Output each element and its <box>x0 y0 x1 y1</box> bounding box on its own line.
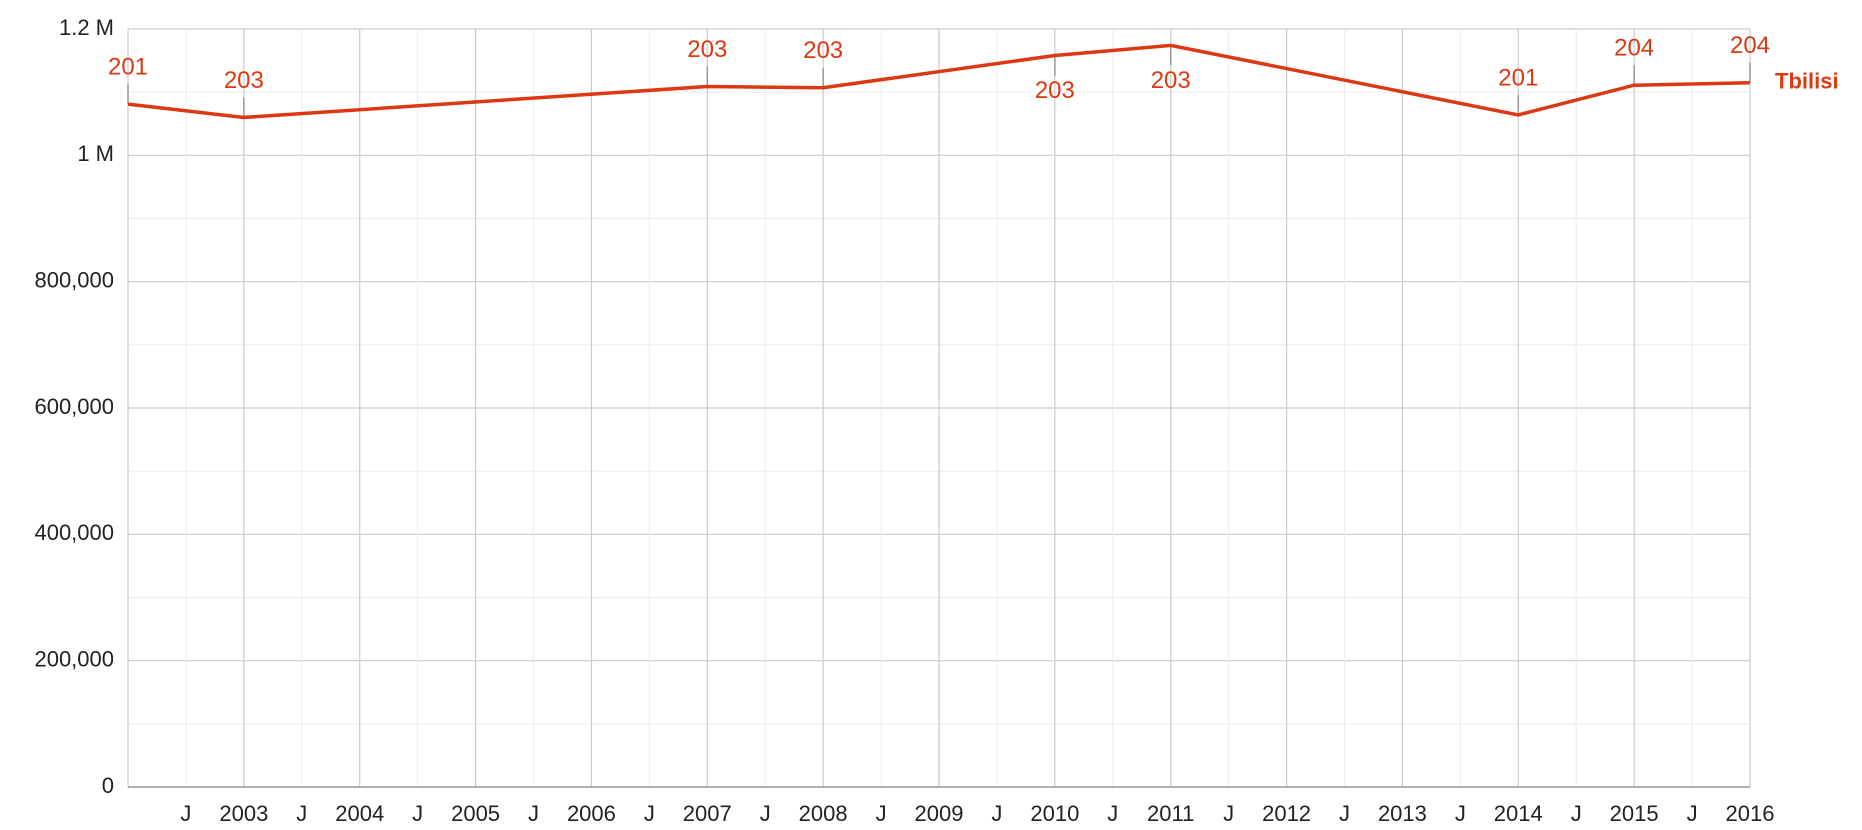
annotation-label: 201 <box>1498 64 1538 91</box>
annotation-label: 203 <box>1151 67 1191 94</box>
x-tick-label: J <box>1571 801 1582 826</box>
x-tick-label: 2012 <box>1262 801 1311 826</box>
annotation-label: 203 <box>687 36 727 63</box>
annotation-label: 203 <box>224 67 264 94</box>
x-tick-label: 2004 <box>335 801 384 826</box>
x-tick-label: 2015 <box>1610 801 1659 826</box>
annotation-label: 203 <box>803 37 843 64</box>
x-tick-label: 2007 <box>683 801 732 826</box>
x-tick-label: J <box>1223 801 1234 826</box>
annotation-label: 203 <box>1035 77 1075 104</box>
x-tick-label: 2009 <box>915 801 964 826</box>
y-tick-label: 200,000 <box>34 646 114 671</box>
y-tick-label: 1.2 M <box>59 15 114 40</box>
y-tick-label: 0 <box>102 773 114 798</box>
series-line <box>127 43 1751 120</box>
x-tick-label: 2011 <box>1147 801 1194 826</box>
x-tick-label: J <box>876 801 887 826</box>
x-tick-label: 2010 <box>1030 801 1079 826</box>
x-tick-label: J <box>296 801 307 826</box>
x-tick-label: 2003 <box>219 801 268 826</box>
x-tick-label: J <box>1107 801 1118 826</box>
x-tick-label: J <box>412 801 423 826</box>
x-tick-label: 2013 <box>1378 801 1427 826</box>
x-tick-label: J <box>991 801 1002 826</box>
y-tick-label: 800,000 <box>34 267 114 292</box>
x-tick-label: 2005 <box>451 801 500 826</box>
x-tick-label: J <box>528 801 539 826</box>
y-tick-label: 400,000 <box>34 520 114 545</box>
x-tick-label: J <box>180 801 191 826</box>
x-tick-label: 2008 <box>799 801 848 826</box>
x-tick-label: J <box>644 801 655 826</box>
x-tick-label: 2016 <box>1726 801 1775 826</box>
annotation-label: 204 <box>1614 35 1654 62</box>
x-tick-label: J <box>1687 801 1698 826</box>
series-label: Tbilisi <box>1775 69 1839 94</box>
annotation-label: 204 <box>1730 32 1770 59</box>
x-tick-label: 2014 <box>1494 801 1543 826</box>
y-tick-label: 600,000 <box>34 394 114 419</box>
x-tick-label: J <box>760 801 771 826</box>
x-tick-label: J <box>1455 801 1466 826</box>
annotation-label: 201 <box>108 54 148 81</box>
x-tick-label: J <box>1339 801 1350 826</box>
x-tick-label: 2006 <box>567 801 616 826</box>
y-tick-label: 1 M <box>77 141 114 166</box>
